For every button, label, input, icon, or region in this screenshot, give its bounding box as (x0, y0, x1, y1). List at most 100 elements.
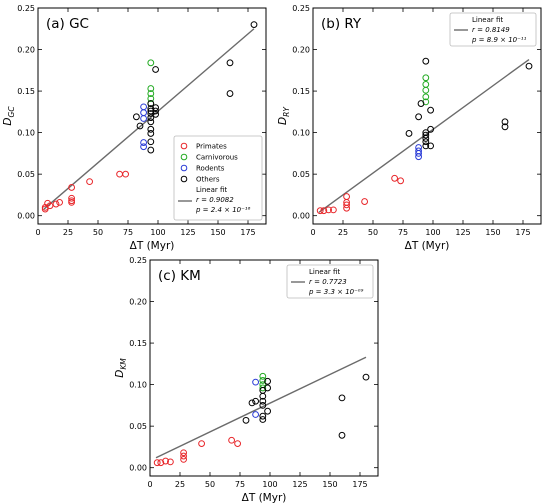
data-point-primates (180, 455, 188, 463)
data-point-others (422, 142, 430, 150)
y-tick-label: 0.00 (292, 212, 310, 221)
data-point-others (427, 106, 435, 114)
data-point-carnivorous (259, 377, 267, 384)
x-axis-label: ΔT (Myr) (130, 240, 175, 252)
x-tick-label: 175 (240, 228, 255, 237)
x-tick-label: 0 (147, 480, 152, 489)
y-tick-label: 0.25 (292, 4, 310, 13)
data-point-carnivorous (147, 95, 155, 102)
data-point-others (147, 130, 155, 137)
x-tick-label: 0 (35, 228, 40, 237)
data-point-primates (122, 170, 129, 178)
y-axis-label: DKM (114, 358, 128, 378)
x-tick-label: 25 (175, 480, 185, 489)
data-point-carnivorous (259, 384, 267, 392)
data-point-others (147, 118, 155, 126)
data-point-primates (343, 204, 351, 212)
legend-box (173, 135, 263, 221)
y-axis-label-main: D (114, 370, 126, 378)
data-point-others (427, 142, 435, 150)
data-point-primates (343, 201, 351, 209)
x-tick-label: 75 (235, 480, 245, 489)
y-tick-label: 0.20 (129, 298, 147, 307)
plot-frame (312, 7, 542, 225)
legend-label: Others (196, 176, 220, 184)
data-point-primates (162, 457, 170, 465)
legend-fit-name: Linear fit (196, 186, 227, 194)
x-tick-label: 0 (310, 228, 315, 237)
y-axis-label-subscript: GC (7, 106, 16, 118)
data-point-rodents (140, 103, 148, 111)
data-point-others (252, 397, 260, 405)
x-tick-label: 25 (63, 228, 73, 237)
y-tick-label: 0.25 (17, 4, 35, 13)
data-point-primates (316, 207, 324, 215)
y-tick-label: 0.10 (129, 381, 147, 390)
x-tick-label: 125 (455, 228, 470, 237)
data-point-rodents (140, 109, 148, 117)
data-point-others (525, 62, 533, 70)
data-point-primates (397, 177, 405, 185)
legend-label: Carnivorous (196, 154, 238, 162)
data-point-rodents (415, 153, 423, 161)
y-tick-label: 0.05 (292, 170, 310, 179)
panel-title: (c) KM (158, 268, 201, 284)
legend-label: Primates (196, 143, 227, 151)
legend-fit-r: r = 0.8149 (472, 26, 510, 34)
legend-fit-p: p = 8.9 × 10⁻¹¹ (471, 36, 527, 44)
data-point-primates (46, 202, 54, 210)
y-tick-label: 0.10 (292, 129, 310, 138)
data-point-others (133, 113, 140, 121)
data-point-carnivorous (422, 74, 430, 82)
data-point-carnivorous (422, 86, 430, 94)
data-point-carnivorous (422, 81, 430, 88)
data-point-rodents (415, 149, 423, 157)
data-point-others (147, 138, 155, 146)
data-point-others (422, 138, 430, 146)
x-tick-label: 50 (93, 228, 103, 237)
panel-km: 0 25 50 75 100 125 150 175 0.00 0.05 0.10 0.15 0.20 0… (114, 256, 379, 503)
y-tick-label: 0.15 (17, 87, 35, 96)
data-point-primates (41, 205, 49, 213)
data-point-carnivorous (147, 59, 155, 67)
data-point-others (259, 412, 267, 420)
x-tick-label: 150 (485, 228, 500, 237)
data-point-primates (157, 459, 165, 467)
data-point-primates (52, 200, 60, 208)
data-point-rodents (140, 139, 148, 146)
data-point-others (242, 416, 250, 424)
y-tick-label: 0.00 (129, 464, 147, 473)
data-point-others (147, 100, 155, 107)
data-point-primates (153, 459, 161, 467)
legend-marker-others (180, 175, 188, 183)
data-point-others (136, 122, 144, 130)
legend-box (286, 264, 374, 299)
fit-line (43, 28, 255, 210)
legend-marker-primates (180, 142, 188, 150)
legend-fit-r: r = 0.7723 (309, 278, 347, 286)
y-tick-label: 0.00 (17, 212, 35, 221)
x-tick-label: 25 (338, 228, 348, 237)
data-point-others (147, 107, 155, 115)
data-point-primates (330, 206, 337, 214)
panel-ry: 0 25 50 75 100 125 150 175 0.00 0.05 0.10 0.15 0.20 0… (277, 4, 542, 252)
data-point-others (338, 431, 346, 439)
data-point-carnivorous (147, 90, 155, 97)
data-point-others (338, 394, 346, 402)
data-point-carnivorous (422, 98, 430, 106)
data-point-others (405, 130, 413, 137)
data-point-primates (56, 199, 63, 206)
y-tick-label: 0.15 (129, 339, 147, 348)
data-point-others (152, 104, 160, 112)
data-point-primates (167, 458, 174, 466)
x-axis-label: ΔT (Myr) (242, 492, 287, 503)
x-tick-label: 150 (322, 480, 337, 489)
data-point-rodents (140, 143, 148, 151)
x-tick-label: 50 (205, 480, 215, 489)
legend-fit-name: Linear fit (309, 268, 340, 276)
data-point-primates (234, 440, 242, 448)
data-point-primates (228, 436, 236, 444)
legend-fit-p: p = 3.3 × 10⁻⁰⁹ (308, 288, 364, 296)
data-point-others (152, 110, 160, 118)
